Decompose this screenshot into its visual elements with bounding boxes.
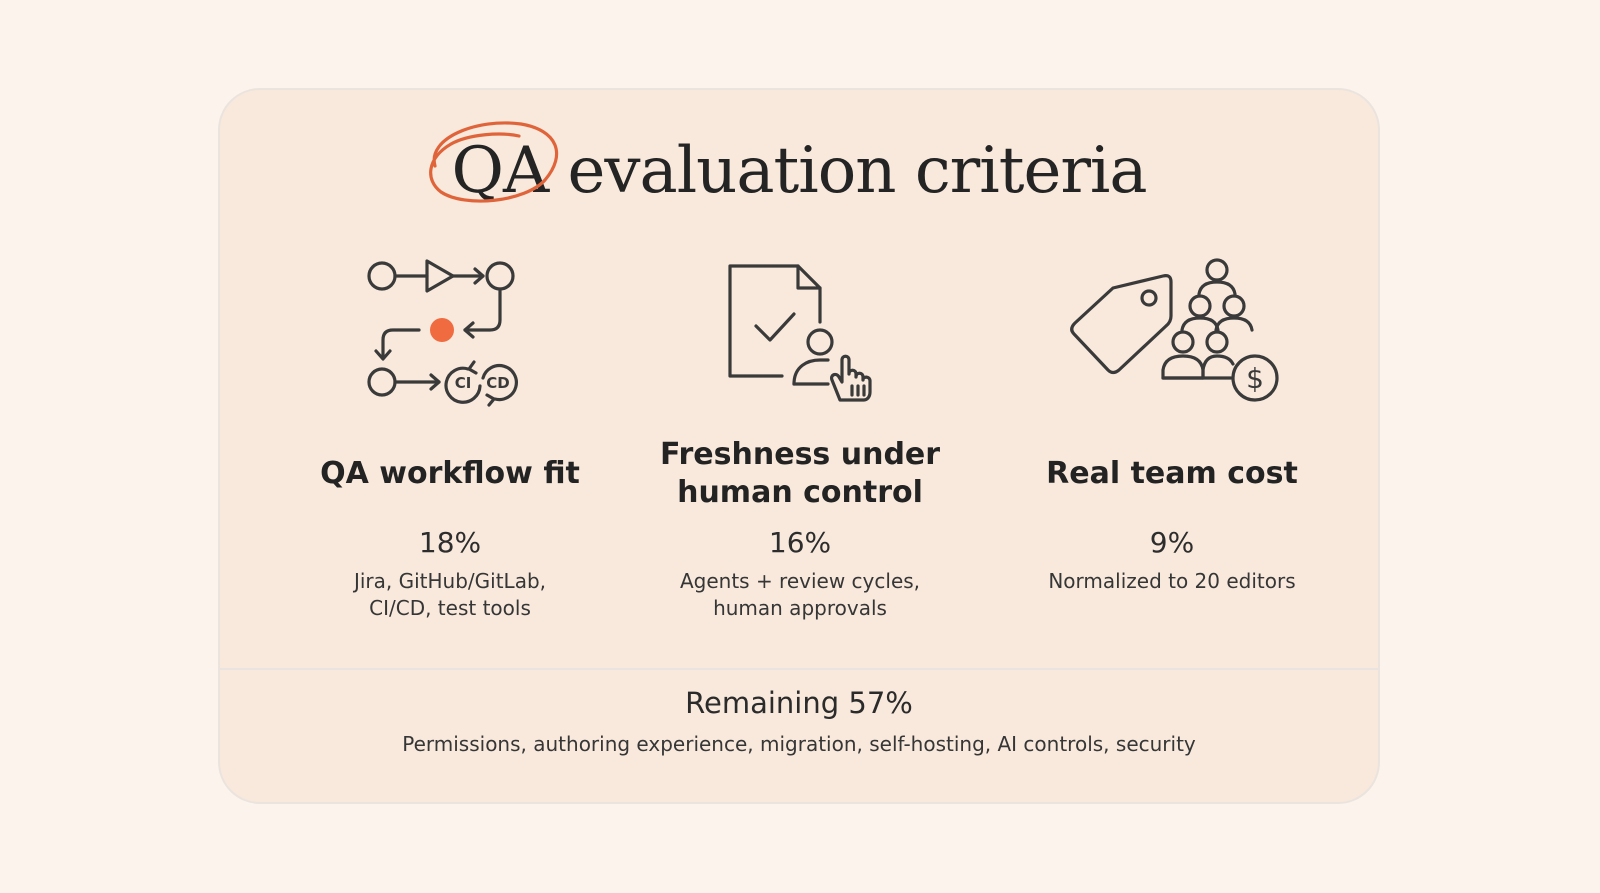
circled-highlight-icon	[429, 121, 559, 203]
remaining-section: Remaining 57% Permissions, authoring exp…	[220, 686, 1378, 756]
criterion-description: Agents + review cycles, human approvals	[679, 569, 921, 620]
cd-label: CD	[486, 374, 509, 392]
price-tag-team-cost-icon: $	[982, 258, 1362, 422]
remaining-title: Remaining 57%	[685, 686, 913, 720]
criterion-heading: Freshness under human control	[659, 437, 941, 510]
document-check-user-icon	[610, 258, 990, 422]
criterion-description: Jira, GitHub/GitLab, CI/CD, test tools	[353, 569, 547, 620]
criterion-freshness: Freshness under human control 16% Agents…	[610, 258, 990, 622]
criterion-team-cost: $ Real team cost 9% Normalized to 20 edi…	[982, 258, 1362, 595]
remaining-description: Permissions, authoring experience, migra…	[402, 732, 1196, 756]
title-rest: evaluation criteria	[548, 134, 1148, 208]
criterion-description: Normalized to 20 editors	[1048, 569, 1296, 593]
title-area: QA evaluation criteria	[220, 90, 1378, 270]
title-highlight: QA	[429, 121, 559, 208]
criterion-heading: QA workflow fit	[320, 456, 580, 491]
dollar-symbol: $	[1246, 362, 1264, 395]
ci-label: CI	[455, 374, 472, 392]
page-title: QA evaluation criteria	[220, 121, 1378, 208]
criterion-heading: Real team cost	[1046, 456, 1298, 491]
criterion-percent: 16%	[768, 526, 832, 559]
criterion-percent: 18%	[418, 526, 482, 559]
criterion-workflow: CI CD QA workflow fit 18% Jira, GitHub/G…	[260, 258, 640, 622]
criteria-card: QA evaluation criteria	[218, 88, 1380, 804]
section-divider	[220, 668, 1378, 670]
criterion-percent: 9%	[1149, 526, 1195, 559]
workflow-cicd-icon: CI CD	[260, 258, 640, 422]
